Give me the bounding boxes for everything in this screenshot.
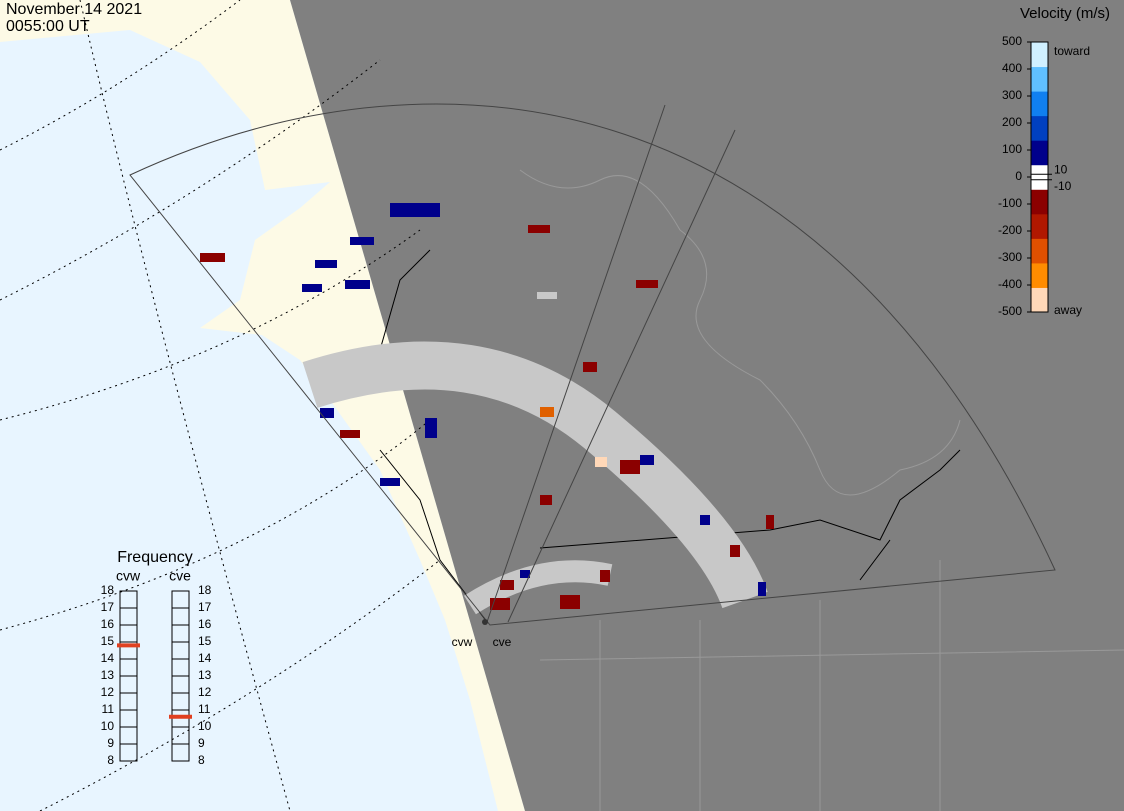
frequency-tick-label: 18	[101, 583, 115, 597]
frequency-tick-label: 11	[198, 702, 211, 716]
frequency-tick-label: 16	[101, 617, 115, 631]
frequency-tick-label: 10	[101, 719, 115, 733]
colorbar-tick-label: 400	[1002, 61, 1022, 75]
frequency-tick-label: 11	[102, 702, 115, 716]
frequency-tick-label: 13	[198, 668, 212, 682]
frequency-title: Frequency	[117, 549, 193, 566]
colorbar-toward: toward	[1054, 44, 1090, 58]
colorbar-tick-label: 300	[1002, 88, 1022, 102]
colorbar-tick-label: -400	[998, 277, 1022, 291]
echo-cells	[200, 203, 774, 610]
land	[0, 0, 525, 811]
date: November 14 2021	[6, 1, 142, 18]
colorbar-tick-label: 0	[1015, 169, 1022, 183]
colorbar-tick-label: 200	[1002, 115, 1022, 129]
frequency-tick-label: 14	[198, 651, 212, 665]
frequency-tick-label: 18	[198, 583, 212, 597]
colorbar-segment	[1031, 287, 1048, 313]
border	[379, 449, 488, 623]
scatter-band	[464, 560, 613, 615]
frequency-tick-label: 14	[101, 651, 115, 665]
colorbar-segment	[1031, 189, 1048, 215]
colorbar-threshold-label: 10	[1054, 162, 1068, 176]
colorbar-tick-label: -500	[998, 304, 1022, 318]
frequency-tick-label: 15	[198, 634, 212, 648]
colorbar-tick-label: 100	[1002, 142, 1022, 156]
radar-label: cvw	[452, 635, 473, 649]
colorbar-away: away	[1054, 303, 1082, 317]
colorbar-tick-label: -300	[998, 250, 1022, 264]
colorbar-tick-label: -100	[998, 196, 1022, 210]
frequency-tick-label: 9	[107, 736, 114, 750]
colorbar-segment	[1031, 262, 1048, 288]
colorbar-segment	[1031, 66, 1048, 92]
time: 0055:00 UT	[6, 18, 90, 35]
border	[379, 249, 961, 581]
frequency-tick-label: 16	[198, 617, 212, 631]
radar-site	[482, 619, 488, 625]
radar-label: cve	[493, 635, 512, 649]
frequency-tick-label: 17	[101, 600, 115, 614]
colorbar-segment	[1031, 91, 1048, 117]
frequency-radar-name: cve	[169, 568, 191, 584]
colorbar-title: Velocity (m/s)	[1020, 5, 1110, 22]
coastlines	[519, 169, 1124, 811]
frequency-tick-label: 17	[198, 600, 212, 614]
frequency-radar-name: cvw	[116, 568, 141, 584]
scatter-band	[302, 341, 768, 609]
colorbar-threshold-label: -10	[1054, 179, 1072, 193]
colorbar-segment	[1031, 42, 1048, 68]
frequency-tick-label: 15	[101, 634, 115, 648]
colorbar-tick-label: 500	[1002, 34, 1022, 48]
colorbar-segment	[1031, 238, 1048, 264]
radar-fan	[129, 103, 1056, 626]
colorbar-segment	[1031, 213, 1048, 239]
frequency-tick-label: 8	[107, 753, 114, 767]
colorbar-tick-label: -200	[998, 223, 1022, 237]
frequency-tick-label: 12	[198, 685, 212, 699]
frequency-tick-label: 10	[198, 719, 212, 733]
frequency-tick-label: 8	[198, 753, 205, 767]
frequency-tick-label: 13	[101, 668, 115, 682]
frequency-tick-label: 9	[198, 736, 205, 750]
colorbar-segment	[1031, 164, 1048, 190]
colorbar-segment	[1031, 140, 1048, 166]
colorbar-segment	[1031, 115, 1048, 141]
frequency-tick-label: 12	[101, 685, 115, 699]
latitude-circles	[0, 0, 441, 811]
